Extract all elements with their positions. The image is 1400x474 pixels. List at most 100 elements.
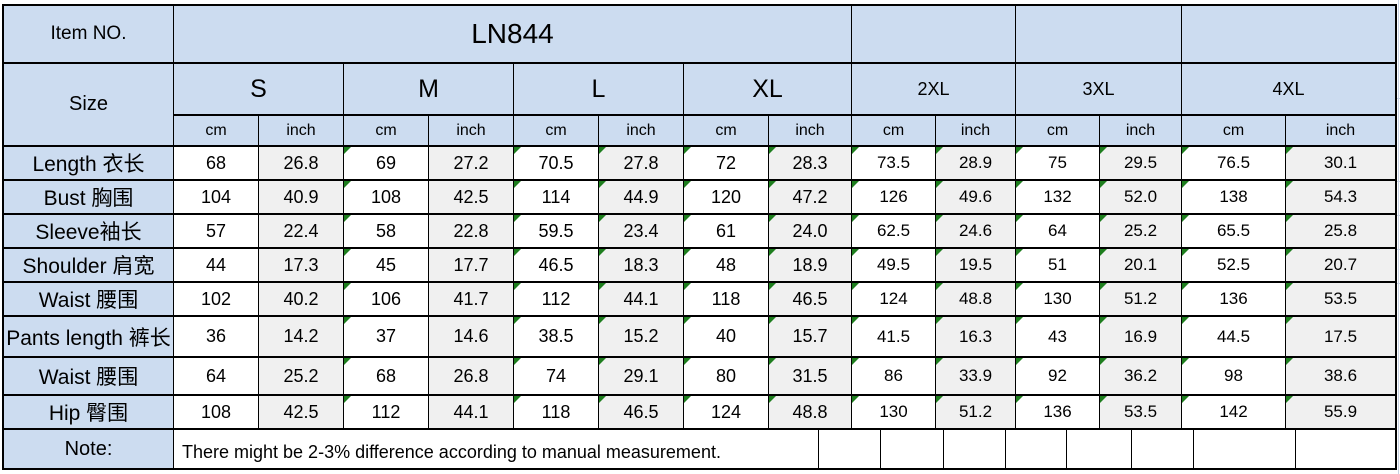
data-cell: 54.3 — [1286, 181, 1395, 215]
unit-header: cm — [344, 116, 429, 147]
data-cell: 69 — [344, 147, 429, 181]
data-cell: 42.5 — [429, 181, 514, 215]
data-cell: 41.5 — [852, 317, 936, 358]
error-indicator-icon — [344, 249, 351, 256]
data-cell: 68 — [344, 358, 429, 396]
data-cell: 17.3 — [259, 249, 344, 283]
data-cell: 98 — [1182, 358, 1286, 396]
error-indicator-icon — [936, 181, 943, 188]
data-cell: 31.5 — [769, 358, 852, 396]
error-indicator-icon — [1182, 215, 1189, 222]
data-cell: 22.4 — [259, 215, 344, 249]
data-cell: 114 — [514, 181, 599, 215]
error-indicator-icon — [514, 396, 521, 403]
error-indicator-icon — [514, 317, 521, 324]
error-indicator-icon — [684, 181, 691, 188]
error-indicator-icon — [852, 147, 859, 154]
row-label: Hip 臀围 — [4, 396, 174, 430]
data-cell: 20.1 — [1100, 249, 1182, 283]
table-row: Note: There might be 2-3% difference acc… — [4, 430, 1395, 468]
data-cell: 44.5 — [1182, 317, 1286, 358]
data-cell: 126 — [852, 181, 936, 215]
data-cell: 118 — [514, 396, 599, 430]
data-cell: 64 — [1016, 215, 1100, 249]
error-indicator-icon — [1286, 147, 1293, 154]
error-indicator-icon — [599, 215, 606, 222]
unit-header: inch — [259, 116, 344, 147]
data-cell: 23.4 — [599, 215, 684, 249]
data-cell: 29.5 — [1100, 147, 1182, 181]
data-cell: 40.9 — [259, 181, 344, 215]
data-cell: 16.9 — [1100, 317, 1182, 358]
error-indicator-icon — [769, 181, 776, 188]
data-cell: 65.5 — [1182, 215, 1286, 249]
error-indicator-icon — [936, 317, 943, 324]
spreadsheet-gridline — [1397, 181, 1400, 182]
error-indicator-icon — [769, 147, 776, 154]
size-header-row: S M L XL 2XL 3XL 4XL — [174, 64, 1395, 116]
size-chart-table: Item NO. LN844 Size S M L XL 2XL 3XL 4XL… — [2, 4, 1397, 470]
error-indicator-icon — [684, 147, 691, 154]
error-indicator-icon — [1100, 358, 1107, 365]
data-cell: 48.8 — [936, 283, 1016, 317]
table-row: Bust 胸围 104 40.9 108 42.5 114 44.9 120 4… — [4, 181, 1395, 215]
empty-cell — [944, 430, 1006, 468]
table-row: Sleeve袖长 57 22.4 58 22.8 59.5 23.4 61 24… — [4, 215, 1395, 249]
empty-cell — [1006, 430, 1067, 468]
error-indicator-icon — [1182, 249, 1189, 256]
data-cell: 73.5 — [852, 147, 936, 181]
data-cell: 40.2 — [259, 283, 344, 317]
empty-cell — [819, 430, 881, 468]
item-no-label: Item NO. — [4, 6, 174, 64]
error-indicator-icon — [684, 358, 691, 365]
table-row: Hip 臀围 108 42.5 112 44.1 118 46.5 124 48… — [4, 396, 1395, 430]
size-col-header: 3XL — [1016, 64, 1182, 116]
error-indicator-icon — [1286, 249, 1293, 256]
error-indicator-icon — [514, 283, 521, 290]
error-indicator-icon — [852, 181, 859, 188]
table-row: Length 衣长 68 26.8 69 27.2 70.5 27.8 72 2… — [4, 147, 1395, 181]
error-indicator-icon — [1182, 396, 1189, 403]
error-indicator-icon — [344, 283, 351, 290]
error-indicator-icon — [514, 249, 521, 256]
error-indicator-icon — [936, 358, 943, 365]
data-cell: 136 — [1016, 396, 1100, 430]
error-indicator-icon — [852, 283, 859, 290]
error-indicator-icon — [514, 215, 521, 222]
error-indicator-icon — [599, 147, 606, 154]
error-indicator-icon — [599, 283, 606, 290]
error-indicator-icon — [936, 215, 943, 222]
unit-header-row: cm inch cm inch cm inch cm inch cm inch … — [174, 116, 1395, 147]
error-indicator-icon — [599, 181, 606, 188]
error-indicator-icon — [1182, 147, 1189, 154]
error-indicator-icon — [1100, 283, 1107, 290]
error-indicator-icon — [1286, 317, 1293, 324]
error-indicator-icon — [1100, 181, 1107, 188]
data-cell: 136 — [1182, 283, 1286, 317]
unit-header: inch — [1286, 116, 1395, 147]
empty-cell — [1194, 430, 1296, 468]
error-indicator-icon — [344, 181, 351, 188]
empty-cell — [1067, 430, 1132, 468]
row-label: Waist 腰围 — [4, 283, 174, 317]
data-cell: 46.5 — [514, 249, 599, 283]
error-indicator-icon — [684, 215, 691, 222]
error-indicator-icon — [852, 249, 859, 256]
data-cell: 75 — [1016, 147, 1100, 181]
spreadsheet-gridline — [1397, 98, 1400, 99]
data-cell: 28.9 — [936, 147, 1016, 181]
empty-header-cell — [852, 6, 1016, 64]
data-cell: 130 — [1016, 283, 1100, 317]
error-indicator-icon — [936, 283, 943, 290]
error-indicator-icon — [852, 396, 859, 403]
error-indicator-icon — [344, 317, 351, 324]
size-col-header: S — [174, 64, 344, 116]
data-cell: 108 — [344, 181, 429, 215]
error-indicator-icon — [1016, 358, 1023, 365]
error-indicator-icon — [514, 358, 521, 365]
data-cell: 36 — [174, 317, 259, 358]
error-indicator-icon — [769, 249, 776, 256]
data-cell: 20.7 — [1286, 249, 1395, 283]
unit-header: cm — [852, 116, 936, 147]
note-label: Note: — [4, 430, 174, 468]
